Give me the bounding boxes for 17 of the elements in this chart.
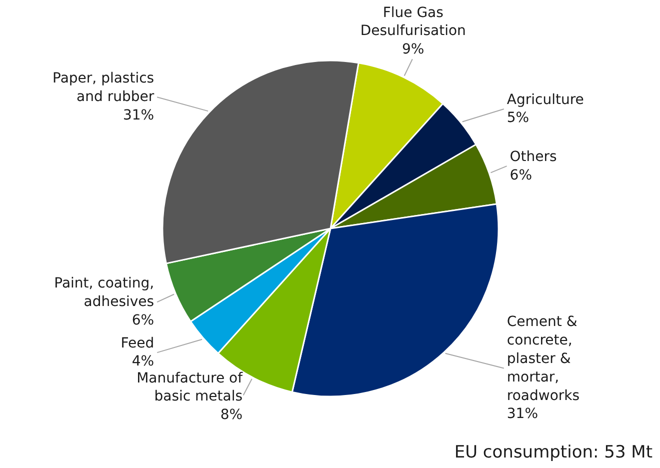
data-label: 6% (510, 167, 532, 184)
text: EU consumption: 53 Mt (454, 442, 653, 462)
data-label: 8% (220, 407, 243, 424)
data-label: 31% (122, 108, 154, 124)
slice-label: Flue Gas Desulfurisation (360, 4, 466, 40)
data-label: 9% (402, 42, 424, 58)
slice-label: Paper, plastics and rubber (52, 70, 154, 106)
slice-label: Agriculture (506, 92, 584, 108)
data-label: 4% (132, 354, 154, 370)
slice-label: Others (510, 148, 557, 165)
data-label: 5% (506, 110, 530, 126)
slice-label: Cement & concrete, plaster & mortar, roadworks (506, 314, 580, 404)
slice-label: Feed (120, 335, 154, 352)
data-label: 6% (132, 312, 154, 328)
slice-label: Paint, coating, adhesives (54, 276, 154, 310)
slice-label: Manufacture of basic metals (136, 370, 244, 405)
data-label: 31% (506, 406, 538, 422)
